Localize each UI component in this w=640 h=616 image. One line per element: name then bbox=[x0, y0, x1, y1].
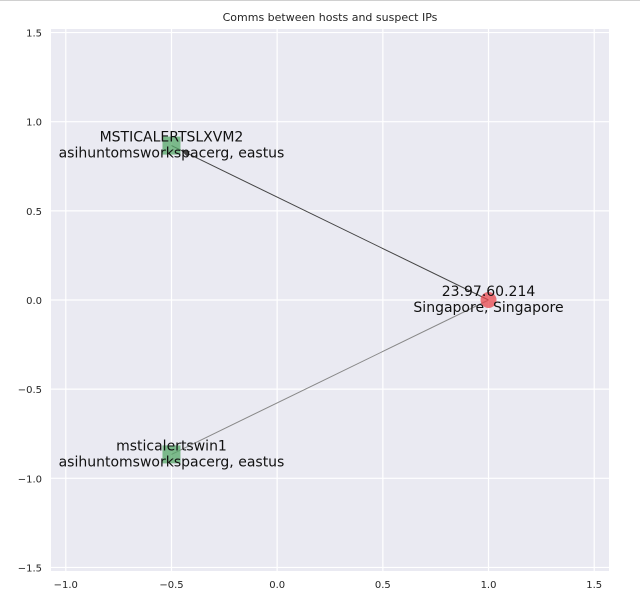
edge-arrowhead bbox=[180, 149, 190, 157]
nodes bbox=[162, 136, 497, 464]
y-axis-ticks: −1.5 −1.0 −0.5 0.0 0.5 1.0 1.5 bbox=[18, 29, 42, 575]
x-tick-label: −1.0 bbox=[54, 580, 78, 591]
x-tick-label: 1.5 bbox=[586, 580, 602, 591]
node-label-name: 23.97.60.214 bbox=[442, 284, 536, 300]
node-label-name: msticalertswin1 bbox=[116, 438, 227, 454]
edge bbox=[171, 299, 489, 455]
host-node-host2 bbox=[162, 445, 181, 464]
x-tick-label: 1.0 bbox=[481, 580, 497, 591]
x-tick-label: 0.0 bbox=[269, 580, 285, 591]
edge bbox=[171, 145, 489, 301]
ip-node-ip1 bbox=[480, 292, 497, 308]
x-tick-label: −0.5 bbox=[159, 580, 183, 591]
node-label-name: MSTICALERTSLXVM2 bbox=[100, 130, 244, 146]
y-tick-label: 1.0 bbox=[26, 118, 42, 129]
y-tick-label: −1.0 bbox=[18, 474, 42, 485]
host-node-host1 bbox=[162, 136, 181, 155]
top-border bbox=[0, 0, 640, 1]
y-tick-label: −0.5 bbox=[18, 385, 42, 396]
edges bbox=[171, 145, 489, 455]
chart-title: Comms between hosts and suspect IPs bbox=[223, 11, 438, 24]
y-tick-label: 1.5 bbox=[26, 29, 42, 40]
y-tick-label: −1.5 bbox=[18, 563, 42, 574]
node-label-location: asihuntomsworkspacerg, eastus bbox=[59, 146, 285, 162]
node-label-location: asihuntomsworkspacerg, eastus bbox=[59, 454, 285, 470]
x-tick-label: 0.5 bbox=[375, 580, 391, 591]
y-tick-label: 0.5 bbox=[26, 207, 42, 218]
node-label-location: Singapore, Singapore bbox=[413, 300, 563, 316]
y-tick-label: 0.0 bbox=[26, 296, 42, 307]
x-axis-ticks: −1.0 −0.5 0.0 0.5 1.0 1.5 bbox=[54, 580, 603, 591]
grid bbox=[51, 29, 609, 571]
